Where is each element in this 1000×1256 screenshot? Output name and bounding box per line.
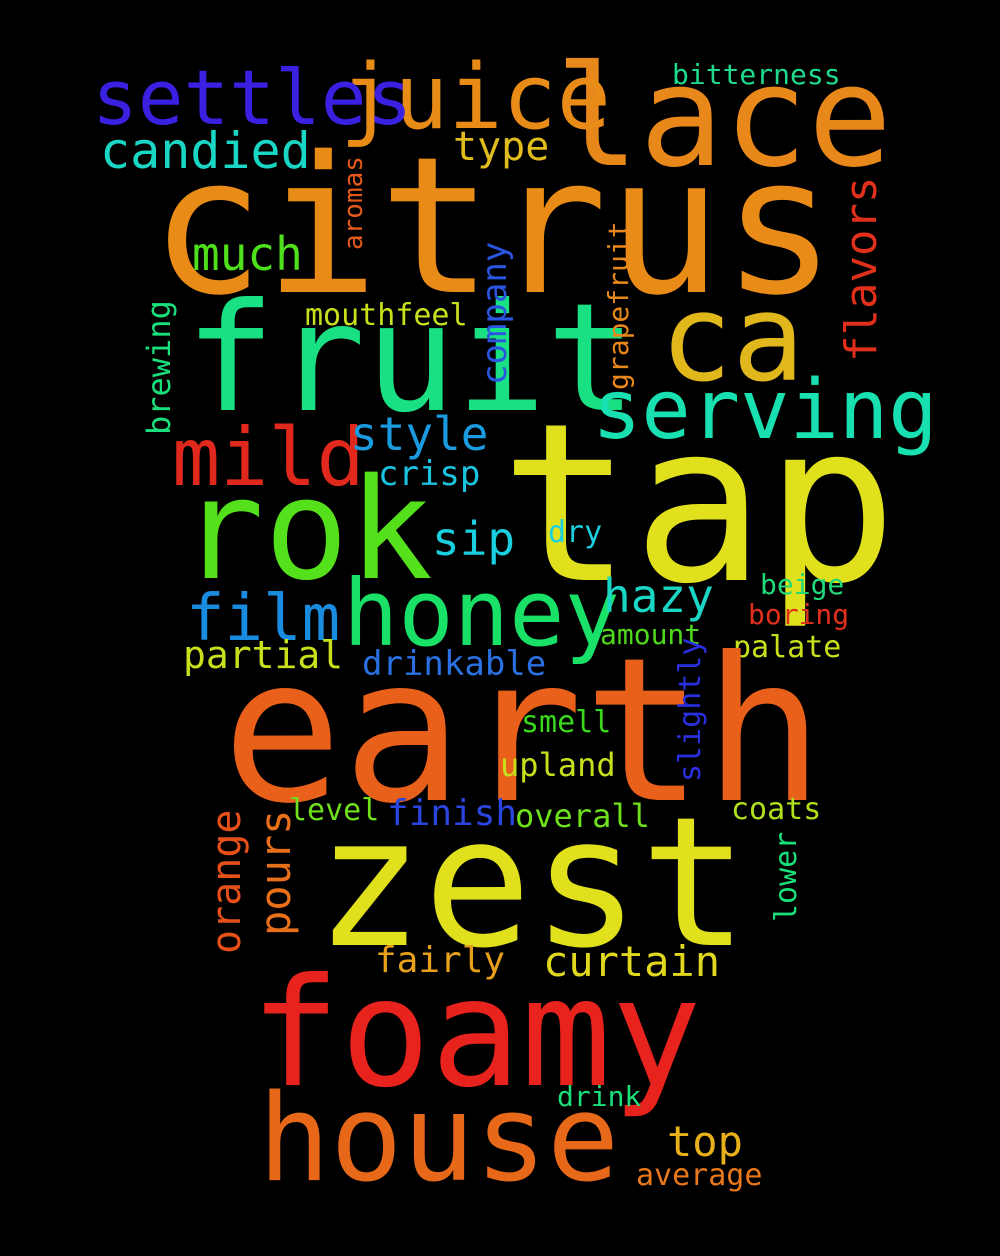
word-aromas: aromas <box>339 156 369 250</box>
word-serving: serving <box>592 363 938 458</box>
word-mouthfeel: mouthfeel <box>305 298 468 333</box>
word-slightly: slightly <box>673 638 708 783</box>
word-drinkable: drinkable <box>362 644 546 684</box>
word-house: house <box>258 1070 619 1209</box>
word-sip: sip <box>432 512 515 566</box>
word-amount: amount <box>600 618 701 651</box>
word-settles: settles <box>92 53 412 142</box>
word-juice: juice <box>340 45 611 150</box>
word-citrus: citrus <box>150 116 836 337</box>
word-mild: mild <box>172 411 365 504</box>
word-fairly: fairly <box>375 940 505 981</box>
word-candied: candied <box>100 122 311 180</box>
word-earth: earth <box>222 615 824 848</box>
word-much: much <box>192 227 303 281</box>
word-honey: honey <box>343 560 620 667</box>
word-bitterness: bitterness <box>672 58 841 91</box>
word-brewing: brewing <box>140 300 178 435</box>
word-average: average <box>636 1158 762 1193</box>
word-orange: orange <box>204 810 250 955</box>
word-grapefruit: grapefruit <box>602 221 635 390</box>
word-crisp: crisp <box>378 454 480 494</box>
word-upland: upland <box>500 746 616 784</box>
word-flavors: flavors <box>836 177 887 362</box>
word-smell: smell <box>521 705 611 740</box>
word-style: style <box>350 407 488 461</box>
word-boring: boring <box>748 598 849 631</box>
word-fruit: fruit <box>185 272 637 446</box>
word-overall: overall <box>515 797 650 835</box>
word-drink: drink <box>557 1080 641 1113</box>
word-company: company <box>475 242 515 385</box>
word-type: type <box>453 124 549 170</box>
word-level: level <box>289 793 379 828</box>
word-lace: lace <box>555 36 892 199</box>
word-top: top <box>667 1117 743 1166</box>
word-film: film <box>186 582 340 656</box>
word-curtain: curtain <box>543 937 720 986</box>
word-zest: zest <box>315 779 748 988</box>
word-tap: tap <box>500 376 897 632</box>
word-beige: beige <box>760 568 844 601</box>
word-palate: palate <box>733 630 841 665</box>
word-ca: ca <box>660 270 805 409</box>
word-lower: lower <box>769 832 804 922</box>
word-coats: coats <box>731 792 821 827</box>
word-hazy: hazy <box>603 569 714 623</box>
word-dry: dry <box>548 515 602 550</box>
word-rok: rok <box>180 449 433 612</box>
word-finish: finish <box>387 793 517 834</box>
word-foamy: foamy <box>250 947 702 1121</box>
word-partial: partial <box>183 633 343 677</box>
word-pours: pours <box>251 810 300 936</box>
